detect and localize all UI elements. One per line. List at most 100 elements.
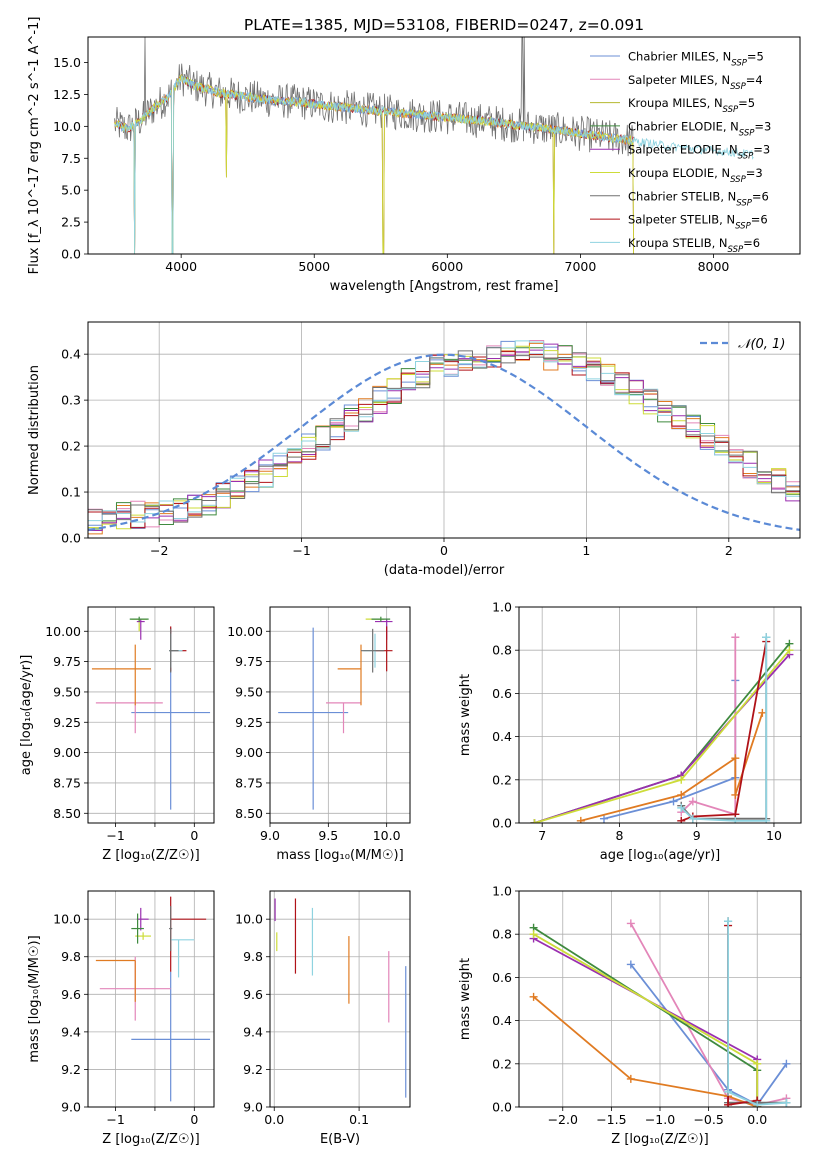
legend-label: Chabrier STELIB, NSSP=6 [628,189,769,208]
x-tick-label: 8000 [698,259,730,274]
histogram-7 [88,340,800,523]
weight-marker [762,816,771,823]
y-tick-label: 0.6 [492,686,512,701]
axes-spectrum: 4000 5000 6000 7000 8000 0.0 2.5 5.0 7.5 10.0 12.5… [27,17,801,294]
x-tick-label: 10 [766,828,782,843]
y-tick-label: 9.00 [53,745,81,760]
x-tick-label: 0 [440,543,448,558]
y-axis-label: Flux [f_λ 10^-17 erg cm^-2 s^-1 A^-1] [27,17,42,275]
x-axis-label: Z [log₁₀(Z/Z☉)] [102,1132,199,1147]
legend-label: Salpeter MILES, NSSP=4 [628,73,763,92]
axes-frame [87,606,215,824]
x-tick-label: 5000 [298,259,330,274]
weight-marker [785,646,794,655]
y-axis-label: age [log₁₀(age/yr)] [19,655,34,776]
y-tick-label: 9.75 [53,654,81,669]
y-tick-label: 0.0 [61,531,81,546]
x-tick-label: 0 [190,1112,198,1127]
y-tick-label: 0.2 [61,439,81,454]
y-axis-label: mass weight [458,958,473,1040]
axes-weight-vs-age: 7 8 9 10 0.0 0.2 0.4 0.6 0.8 1.0 age [log₁₀(age/yr… [458,600,802,863]
weight-marker [753,1059,762,1068]
spectrum-series [114,37,634,254]
y-tick-label: 9.8 [61,949,81,964]
weight-marker [753,1100,762,1107]
plot-area-age-vs-Z [91,616,211,810]
y-tick-label: 1.0 [492,600,512,615]
x-axis-label: (data-model)/error [384,563,505,578]
y-tick-label: 0.0 [492,816,512,831]
y-tick-label: 9.2 [243,1062,263,1077]
weight-marker [677,790,686,799]
x-tick-label: 6000 [431,259,463,274]
axes-frame [87,36,801,255]
y-tick-label: 2.5 [61,215,81,230]
y-tick-label: 8.50 [235,806,263,821]
weight-marker [677,803,686,812]
weight-marker [724,1100,733,1107]
x-tick-label: −1 [106,1112,124,1127]
y-tick-label: 0.1 [61,485,81,500]
y-tick-label: 0.2 [492,1056,512,1071]
legend-label: Salpeter ELODIE, NSSP=3 [628,143,770,162]
y-tick-label: 9.50 [53,684,81,699]
x-tick-label: −1.5 [596,1112,626,1127]
x-tick-label: 4000 [165,259,197,274]
y-tick-label: 0.4 [492,729,512,744]
x-tick-label: −2 [150,543,168,558]
weight-marker [626,960,635,969]
weight-marker [626,1074,635,1083]
x-tick-label: 9 [693,828,701,843]
y-tick-label: 10.0 [53,912,81,927]
legend-label: Kroupa ELODIE, NSSP=3 [628,166,763,185]
y-tick-label: 10.0 [235,912,263,927]
legend-label: 𝒩(0, 1) [738,337,785,352]
y-tick-label: 10.0 [53,119,81,134]
y-tick-label: 9.8 [243,949,263,964]
axes-frame [269,890,411,1108]
x-tick-label: 7 [538,828,546,843]
axes-frame [518,606,802,824]
plot-area-residuals [88,339,800,535]
legend-label: Kroupa MILES, NSSP=5 [628,96,755,115]
spectrum-series [114,75,754,254]
weight-marker [731,633,740,642]
weight-line [727,921,787,1106]
y-tick-label: 9.6 [61,987,81,1002]
y-tick-label: 0.4 [492,1013,512,1028]
axes-age-vs-Z: −1 0 8.50 8.75 9.00 9.25 9.50 9.75 10.00 Z [log₁₀… [19,606,215,863]
y-tick-label: 8.75 [235,775,263,790]
x-axis-label: wavelength [Angstrom, rest frame] [330,279,559,294]
weight-marker [731,816,740,823]
x-tick-label: 2 [725,543,733,558]
x-tick-label: −1 [292,543,310,558]
x-axis-label: age [log₁₀(age/yr)] [600,848,721,863]
x-tick-label: 1 [582,543,590,558]
plot-area-age-vs-mass [278,616,393,810]
y-tick-label: 9.2 [61,1062,81,1077]
weight-marker [758,708,767,717]
weight-marker [762,633,771,642]
x-tick-label: 0.0 [264,1112,284,1127]
y-tick-label: 9.50 [235,684,263,699]
y-tick-label: 9.4 [61,1024,81,1039]
weight-marker [669,797,678,806]
x-tick-label: −1.0 [645,1112,675,1127]
weight-marker [782,1098,791,1107]
weight-line [727,925,758,1106]
x-tick-label: −1 [106,828,124,843]
y-axis-label: mass weight [458,674,473,756]
plot-area-weight-vs-age [530,633,794,823]
weight-marker [731,754,740,763]
y-tick-label: 0.8 [492,927,512,942]
weight-line [534,653,791,823]
y-axis-label: Normed distribution [27,365,42,495]
weight-marker [782,1059,791,1068]
y-tick-label: 9.00 [235,745,263,760]
y-tick-label: 0.4 [61,347,81,362]
legend-label: Chabrier MILES, NSSP=5 [628,50,764,69]
axes-mass-vs-ebv: 0.0 0.1 9.0 9.2 9.4 9.6 9.8 10.0 E(B-V) [235,890,411,1147]
plot-area-spectrum [114,37,754,254]
weight-marker [530,819,539,823]
weight-marker [688,814,697,823]
